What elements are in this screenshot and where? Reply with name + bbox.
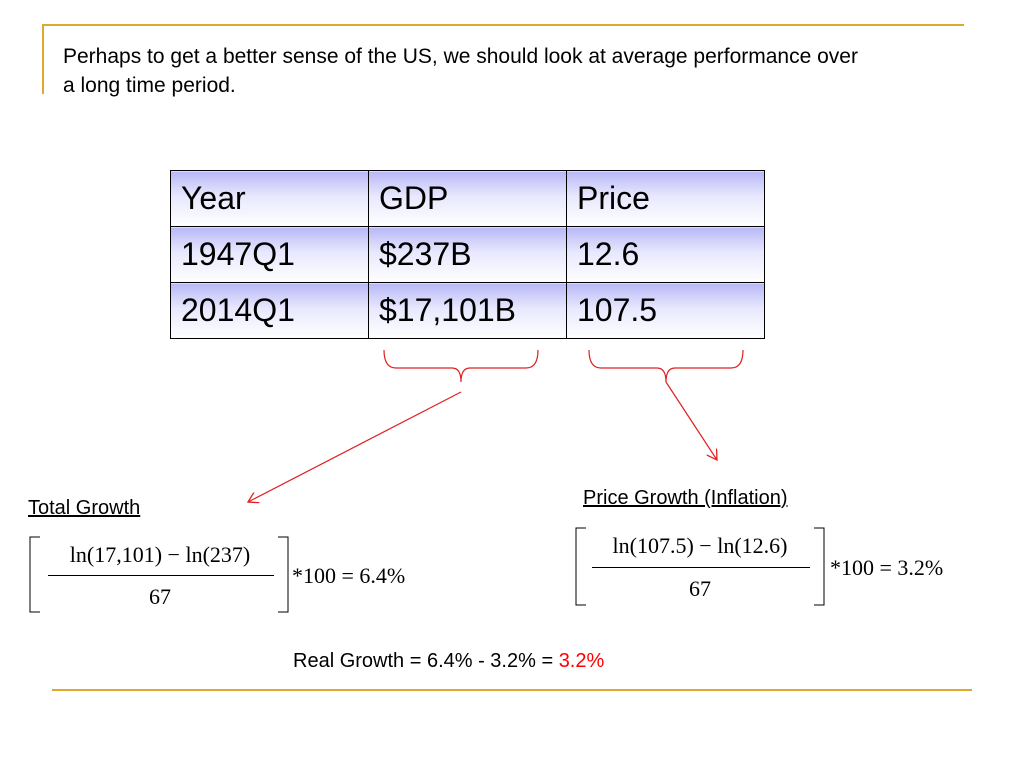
price-growth-numerator: ln(107.5) − ln(12.6) [612, 533, 788, 558]
price-growth-label: Price Growth (Inflation) [583, 487, 788, 509]
table-cell: 107.5 [566, 282, 765, 339]
price-brace [588, 349, 744, 383]
table-cell: $17,101B [368, 282, 567, 339]
total-growth-label: Total Growth [28, 497, 141, 519]
total-right-bracket [278, 536, 289, 613]
price-growth-result: *100 = 3.2% [830, 555, 944, 580]
left-divider [42, 24, 44, 94]
intro-text: Perhaps to get a better sense of the US,… [63, 45, 858, 97]
table-cell: $237B [368, 226, 567, 283]
bottom-divider [52, 689, 972, 691]
table-row: 1947Q1 $237B 12.6 [170, 226, 765, 283]
price-growth-fraction-line [592, 567, 810, 568]
price-right-bracket [814, 527, 825, 606]
gdp-brace [383, 349, 539, 383]
real-growth-line: Real Growth = 6.4% - 3.2% = 3.2% [293, 650, 604, 673]
total-left-bracket [29, 536, 40, 613]
total-growth-result: *100 = 6.4% [292, 563, 406, 588]
table-row: 2014Q1 $17,101B 107.5 [170, 282, 765, 339]
total-growth-fraction-line [48, 575, 274, 576]
price-arrow [665, 381, 717, 460]
gdp-price-table: Year GDP Price 1947Q1 $237B 12.6 2014Q1 … [170, 170, 765, 339]
real-growth-text: Real Growth = 6.4% - 3.2% = [293, 650, 559, 672]
table-cell: 2014Q1 [170, 282, 369, 339]
price-growth-denominator: 67 [689, 576, 711, 601]
price-left-bracket [575, 527, 586, 606]
gdp-arrow [248, 391, 462, 502]
table-header-row: Year GDP Price [170, 170, 765, 227]
top-divider [42, 24, 964, 26]
table-header-cell: Year [170, 170, 369, 227]
table-cell: 12.6 [566, 226, 765, 283]
real-growth-value: 3.2% [558, 650, 605, 672]
table-cell: 1947Q1 [170, 226, 369, 283]
total-growth-denominator: 67 [149, 584, 171, 609]
table-header-cell: GDP [368, 170, 567, 227]
total-growth-numerator: ln(17,101) − ln(237) [69, 542, 251, 567]
